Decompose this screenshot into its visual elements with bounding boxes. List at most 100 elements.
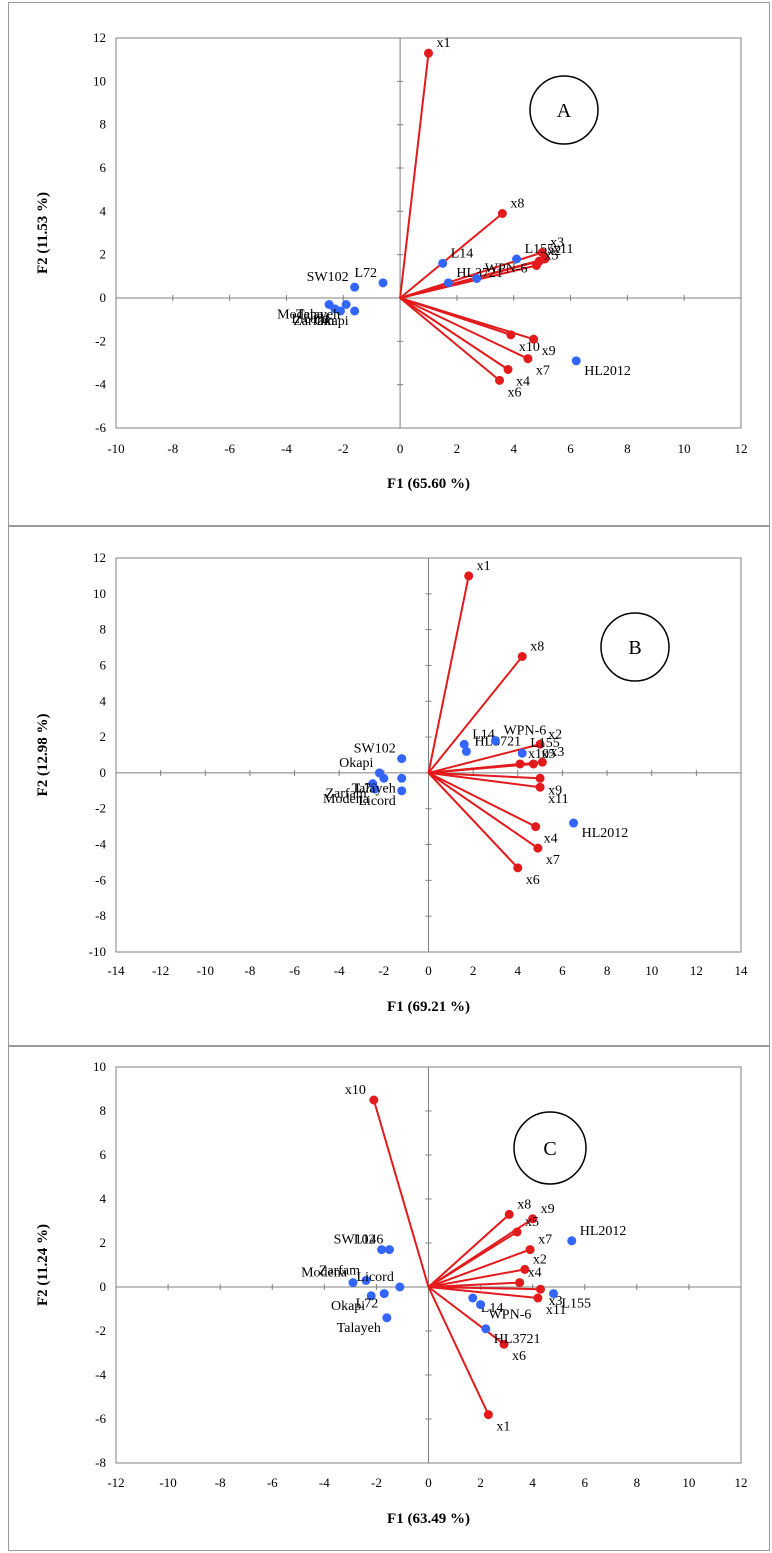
- observation-point: [395, 1282, 405, 1292]
- variable-vector: [428, 772, 537, 828]
- variable-label: x3: [550, 236, 564, 251]
- observation-label: Talayeh: [296, 308, 340, 323]
- observation-point: [335, 306, 345, 316]
- observation-label: L155: [562, 1297, 592, 1312]
- y-tick-label: 6: [100, 1147, 107, 1162]
- x-tick-label: 4: [529, 1475, 536, 1490]
- variable-point: [531, 822, 541, 832]
- variable-label: x6: [526, 873, 540, 888]
- x-tick-label: 6: [582, 1475, 589, 1490]
- variable-label: x10: [345, 1083, 366, 1098]
- observation-label: Zarfam: [319, 1263, 360, 1278]
- variable-label: x1: [437, 36, 451, 51]
- variable-vector: [399, 297, 534, 341]
- y-tick-label: -8: [95, 1455, 106, 1470]
- x-tick-label: 2: [454, 441, 461, 456]
- y-tick-label: -2: [95, 333, 106, 348]
- panel-label-circle: [529, 75, 599, 145]
- variable-label: x5: [544, 249, 558, 264]
- y-tick-label: 6: [100, 657, 107, 672]
- observation-label: L14: [472, 727, 495, 742]
- variable-point: [537, 757, 547, 767]
- variable-label: x8: [530, 640, 544, 655]
- x-tick-label: -4: [334, 963, 345, 978]
- variable-point: [483, 1410, 493, 1420]
- variable-vector: [428, 1248, 531, 1288]
- observation-point: [517, 748, 527, 758]
- observation-point: [361, 1275, 371, 1285]
- variable-point: [499, 1339, 509, 1349]
- observation-label: SW102: [354, 742, 396, 757]
- variable-label: x8: [510, 197, 524, 212]
- y-tick-label: 10: [93, 1059, 106, 1074]
- variable-label: x11: [548, 792, 568, 807]
- x-tick-label: 8: [604, 963, 611, 978]
- x-tick-label: -2: [378, 963, 389, 978]
- x-tick-label: 14: [735, 963, 749, 978]
- variable-vector: [428, 1268, 526, 1288]
- observation-point: [348, 1278, 358, 1288]
- variable-vector: [372, 1099, 430, 1288]
- observation-label: Okapi: [331, 1299, 365, 1314]
- variable-point: [535, 739, 545, 749]
- x-tick-label: 10: [645, 963, 658, 978]
- y-tick-label: 0: [100, 765, 107, 780]
- variable-label: x8: [517, 1197, 531, 1212]
- x-tick-label: -12: [107, 1475, 124, 1490]
- variable-point: [513, 863, 523, 873]
- variable-vector: [428, 771, 541, 789]
- variable-point: [503, 365, 513, 374]
- variable-point: [497, 209, 507, 218]
- x-tick-label: 0: [425, 1475, 432, 1490]
- x-tick-label: 12: [735, 1475, 748, 1490]
- x-tick-label: 4: [515, 963, 522, 978]
- y-tick-label: 4: [100, 693, 107, 708]
- x-tick-label: 12: [735, 441, 748, 456]
- observation-point: [472, 274, 482, 283]
- biplot-panel-b: -14 -12 -10 -8 -6 -4 -2 0 2 4 6 8 10 12 14 -10 -8 -6 -4 -2 0…: [8, 526, 770, 1046]
- observation-label: Modena: [277, 308, 324, 323]
- y-tick-label: 8: [100, 1103, 107, 1118]
- observation-point: [370, 784, 380, 794]
- observation-label: L14: [451, 246, 474, 261]
- biplot-panel-a: -10 -8 -6 -4 -2 0 2 4 6 8 10 12 -6 -4 -2 0 2 4 6 8 10 12 F1 (6…: [8, 2, 770, 526]
- variable-label: x4: [528, 1266, 542, 1281]
- biplot-b-svg: -14 -12 -10 -8 -6 -4 -2 0 2 4 6 8 10 12 14 -10 -8 -6 -4 -2 0…: [35, 550, 749, 1015]
- variable-vector: [399, 297, 501, 382]
- variable-vector: [399, 212, 504, 299]
- observation-label: HL3721: [494, 1332, 541, 1347]
- x-tick-label: -6: [289, 963, 300, 978]
- variable-point: [504, 1209, 514, 1219]
- biplot-c-svg: -12 -10 -8 -6 -4 -2 0 2 4 6 8 10 12 -8 -6 -4 -2 0 2 4 6 8 10 F1…: [35, 1059, 748, 1527]
- variable-point: [520, 1264, 530, 1274]
- x-tick-label: 4: [510, 441, 517, 456]
- y-tick-label: 10: [93, 73, 106, 88]
- x-tick-label: 10: [682, 1475, 695, 1490]
- variable-label: x11: [546, 1303, 566, 1318]
- y-tick-label: 4: [100, 1191, 107, 1206]
- observation-label: HL2012: [580, 1224, 627, 1239]
- variable-point: [528, 1214, 538, 1224]
- observation-point: [476, 1300, 486, 1310]
- observation-point: [481, 1324, 491, 1334]
- x-tick-label: 2: [470, 963, 477, 978]
- observation-label: Okapi: [314, 314, 348, 329]
- observation-point: [350, 282, 360, 292]
- observation-label: SW102: [334, 1233, 376, 1248]
- variable-label: x2: [547, 244, 561, 259]
- variable-label: x7: [536, 364, 550, 379]
- x-axis-title: F1 (69.21 %): [387, 999, 470, 1015]
- panel-label: C: [543, 1138, 556, 1160]
- y-tick-label: 2: [100, 247, 107, 262]
- x-tick-label: -8: [215, 1475, 226, 1490]
- observation-label: WPN-6: [503, 724, 546, 739]
- variable-label: x5: [525, 1215, 539, 1230]
- variable-vector: [399, 297, 529, 360]
- x-tick-label: 6: [559, 963, 566, 978]
- variable-label: x1: [496, 1420, 510, 1435]
- variable-vector: [427, 1231, 518, 1288]
- observation-point: [512, 254, 522, 264]
- variable-point: [525, 1245, 535, 1255]
- y-axis-title: F2 (11.24 %): [35, 1224, 51, 1306]
- variable-point: [515, 1278, 525, 1288]
